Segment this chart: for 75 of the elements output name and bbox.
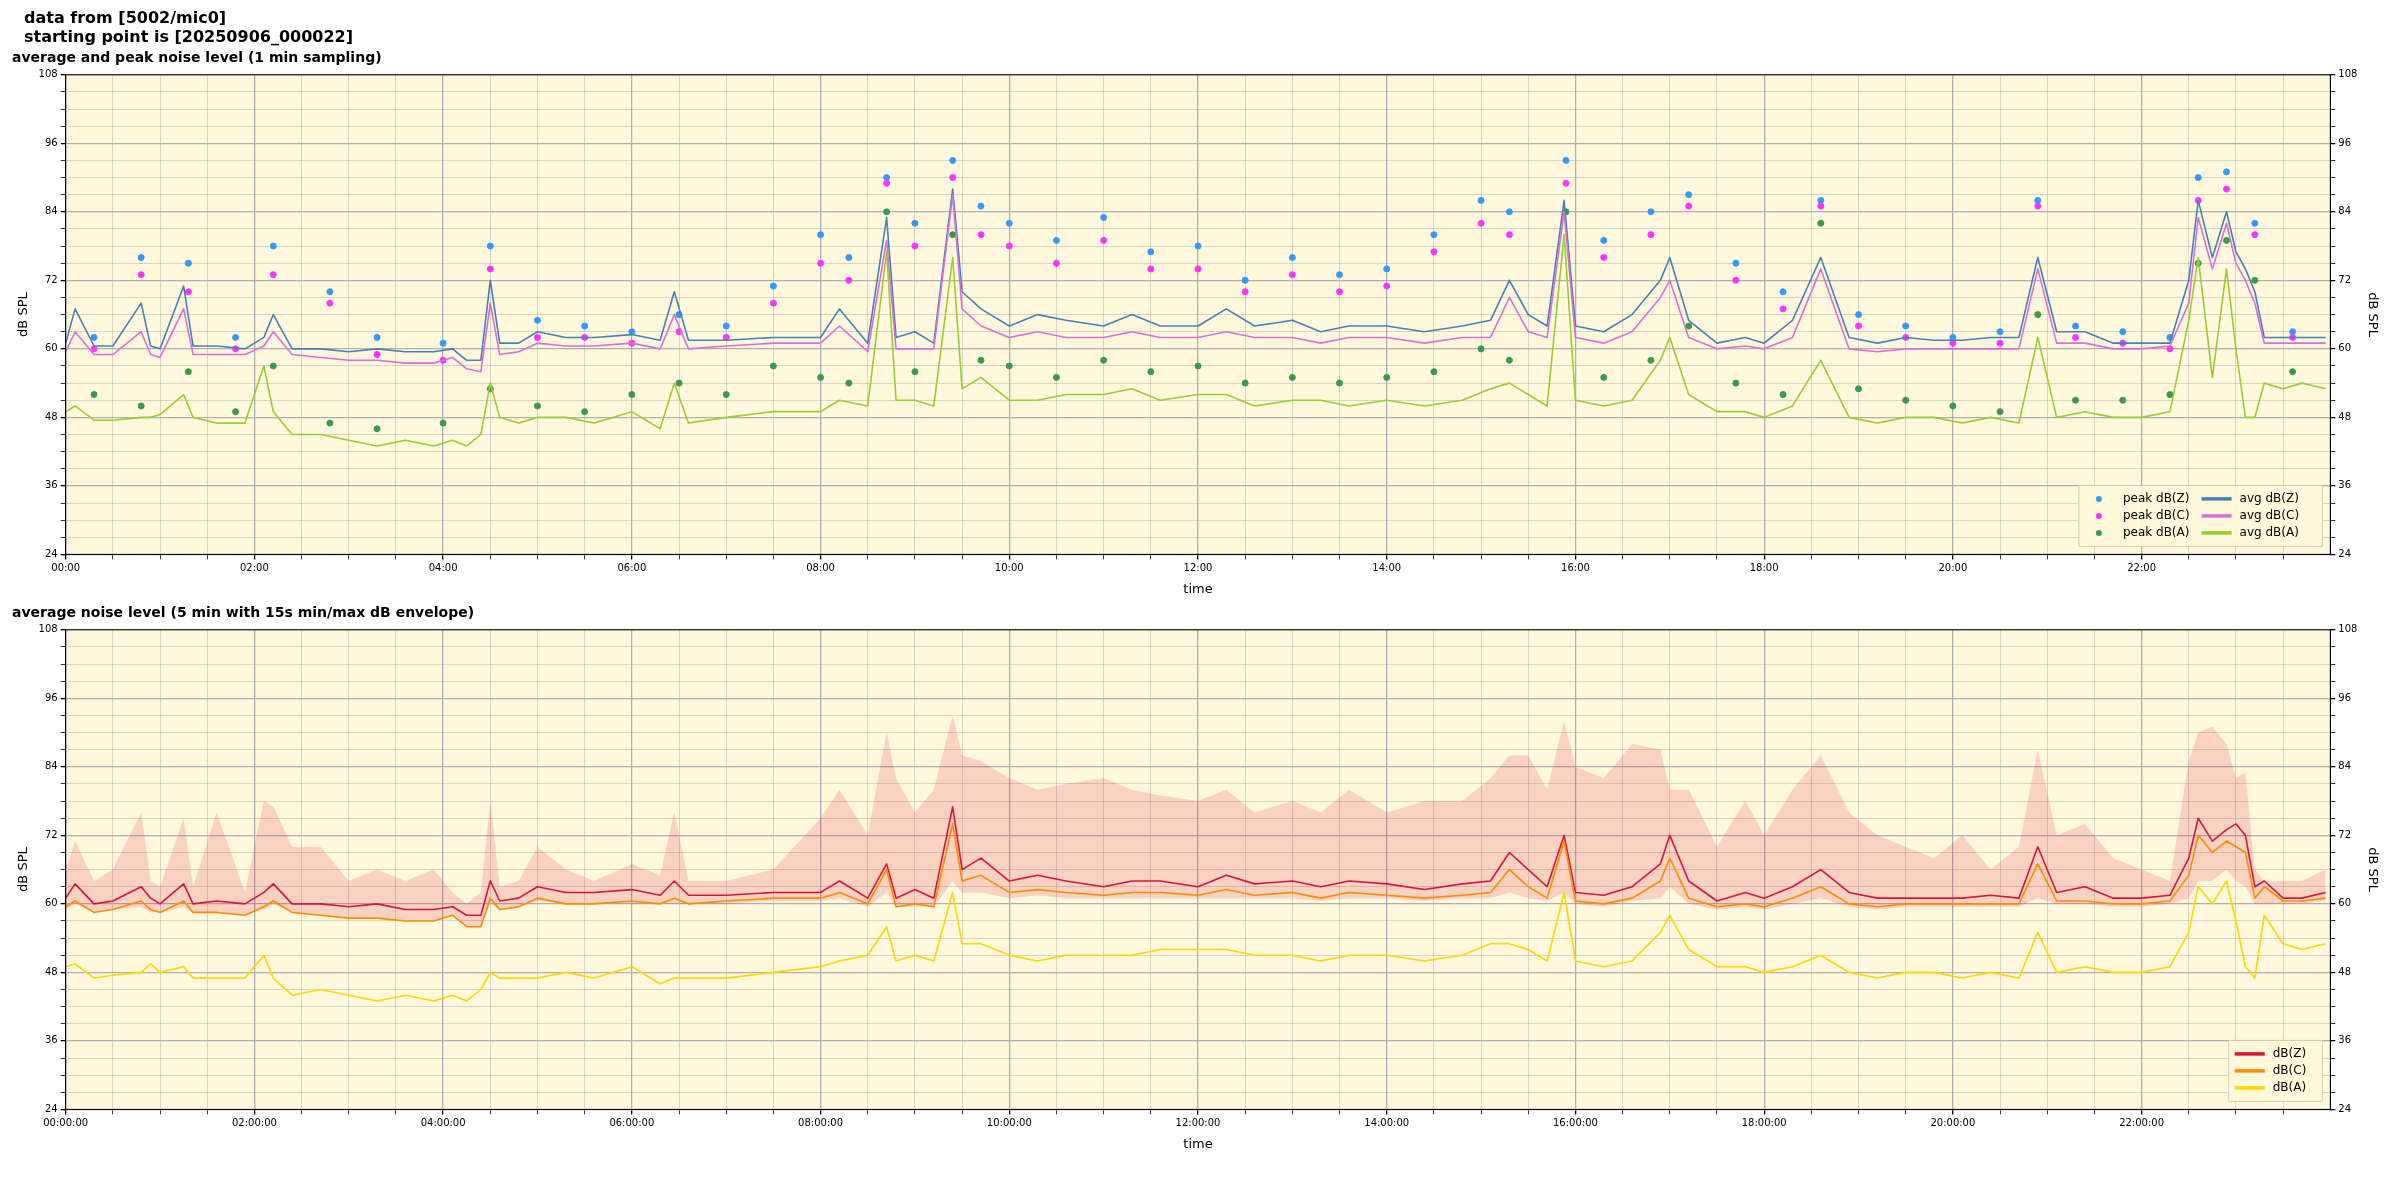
y-tick-label: 36 (44, 479, 58, 491)
y2-tick-label: 84 (2338, 205, 2352, 217)
y-tick-label: 60 (44, 342, 58, 354)
y-tick-label: 108 (38, 623, 58, 635)
chart-title: average and peak noise level (1 min sampling) (12, 49, 382, 66)
x-tick-label: 12:00 (1183, 561, 1213, 573)
x-tick-label: 06:00 (617, 561, 647, 573)
x-tick-label: 08:00 (806, 561, 835, 573)
x-tick-label: 08:00:00 (798, 1116, 844, 1128)
text: starting point is [20250906_000022] (24, 27, 354, 46)
x-tick-label: 20:00 (1938, 561, 1968, 573)
text: data from [5002/mic0] (24, 8, 228, 27)
x-tick-label: 10:00 (994, 561, 1024, 573)
x-tick-label: 16:00 (1561, 561, 1590, 573)
x-tick-label: 06:00:00 (609, 1116, 655, 1128)
y-tick-label: 84 (44, 205, 58, 217)
y2-tick-label: 36 (2338, 1034, 2352, 1046)
x-tick-label: 02:00 (239, 561, 269, 573)
y-tick-label: 60 (44, 897, 58, 909)
legend-label: peak dB(C) (2122, 508, 2190, 523)
legend-label: peak dB(Z) (2122, 491, 2190, 506)
legend-label: dB(A) (2272, 1080, 2307, 1095)
legend-label: avg dB(C) (2239, 508, 2300, 523)
x-tick-label: 22:00 (2127, 561, 2157, 573)
y-tick-label: 24 (44, 1102, 58, 1114)
x-tick-label: 20:00:00 (1930, 1116, 1976, 1128)
y-tick-label: 96 (44, 691, 58, 703)
x-tick-label: 22:00:00 (2119, 1116, 2165, 1128)
y2-tick-label: 24 (2338, 547, 2352, 559)
legend-label: avg dB(Z) (2239, 491, 2299, 506)
y-tick-label: 72 (44, 273, 58, 285)
x-tick-label: 04:00 (428, 561, 458, 573)
y2-tick-label: 72 (2338, 273, 2352, 285)
y-tick-label: 96 (44, 136, 58, 148)
y-tick-label: 84 (44, 760, 58, 772)
x-tick-label: 00:00 (51, 561, 81, 573)
y-tick-label: 24 (44, 547, 58, 559)
x-tick-label: 12:00:00 (1175, 1116, 1221, 1128)
y2-tick-label: 108 (2338, 623, 2358, 635)
y2-tick-label: 48 (2338, 410, 2352, 422)
y2-tick-label: 48 (2338, 965, 2352, 977)
y2-axis-title: dB SPL (2365, 847, 2381, 893)
x-tick-label: 14:00 (1372, 561, 1402, 573)
y-axis-title: dB SPL (15, 846, 31, 892)
y2-tick-label: 24 (2338, 1102, 2352, 1114)
x-tick-label: 00:00:00 (43, 1116, 89, 1128)
x-tick-label: 18:00 (1749, 561, 1779, 573)
y2-tick-label: 108 (2338, 68, 2358, 80)
y2-tick-label: 96 (2338, 136, 2352, 148)
x-tick-label: 10:00:00 (986, 1116, 1032, 1128)
legend-label: peak dB(A) (2122, 525, 2190, 540)
x-axis-title: time (1183, 580, 1213, 596)
y-tick-label: 72 (44, 828, 58, 840)
x-tick-label: 04:00:00 (420, 1116, 466, 1128)
legend-label: avg dB(A) (2239, 525, 2299, 540)
y2-tick-label: 84 (2338, 760, 2352, 772)
y-tick-label: 48 (44, 410, 58, 422)
y-tick-label: 36 (44, 1034, 58, 1046)
x-axis-title: time (1183, 1135, 1213, 1151)
legend-label: dB(C) (2272, 1063, 2307, 1078)
y2-tick-label: 60 (2338, 897, 2352, 909)
x-tick-label: 18:00:00 (1741, 1116, 1787, 1128)
y2-tick-label: 60 (2338, 342, 2352, 354)
y-tick-label: 108 (38, 68, 58, 80)
y-tick-label: 48 (44, 965, 58, 977)
y2-tick-label: 96 (2338, 691, 2352, 703)
x-tick-label: 16:00:00 (1552, 1116, 1598, 1128)
chart-title: average noise level (5 min with 15s min/max dB envelope) (12, 604, 475, 621)
y-axis-title: dB SPL (15, 291, 31, 337)
x-tick-label: 14:00:00 (1364, 1116, 1410, 1128)
y2-tick-label: 36 (2338, 479, 2352, 491)
y2-axis-title: dB SPL (2365, 292, 2381, 338)
legend-label: dB(Z) (2272, 1046, 2307, 1061)
y2-tick-label: 72 (2338, 828, 2352, 840)
x-tick-label: 02:00:00 (231, 1116, 277, 1128)
